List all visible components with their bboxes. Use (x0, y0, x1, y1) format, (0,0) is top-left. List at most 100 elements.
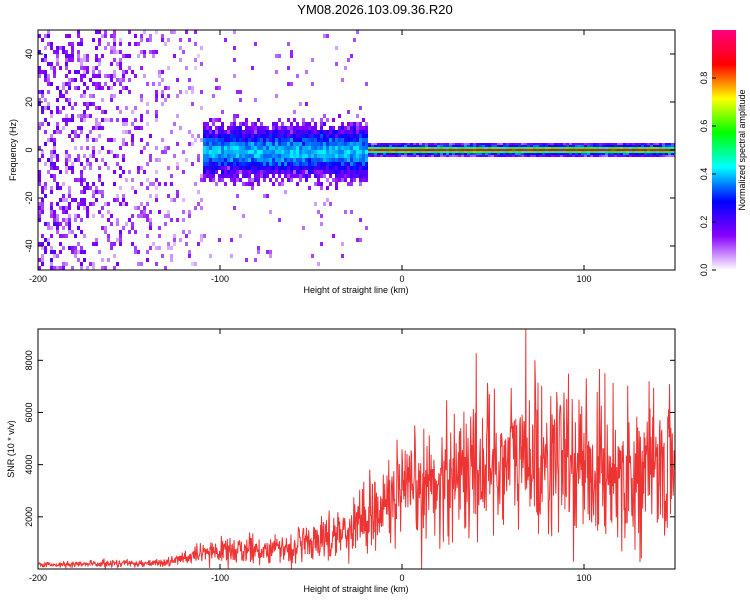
heatmap-cell (269, 254, 272, 258)
heatmap-cell (263, 150, 266, 154)
heatmap-cell (248, 174, 251, 178)
heatmap-cell (275, 122, 278, 126)
heatmap-cell (656, 155, 659, 157)
heatmap-cell (608, 149, 611, 151)
heatmap-cell (299, 130, 302, 134)
heatmap-cell (545, 145, 548, 147)
heatmap-cell (359, 174, 362, 178)
heatmap-cell (209, 162, 212, 166)
heatmap-cell (335, 62, 338, 66)
heatmap-cell (194, 262, 197, 266)
heatmap-cell (41, 94, 44, 98)
heatmap-cell (485, 145, 488, 147)
heatmap-cell (62, 106, 65, 110)
heatmap-cell (119, 238, 122, 242)
heatmap-cell (272, 166, 275, 170)
heatmap-cell (101, 214, 104, 218)
heatmap-cell (128, 170, 131, 174)
heatmap-cell (278, 218, 281, 222)
heatmap-cell (278, 150, 281, 154)
heatmap-cell (413, 151, 416, 153)
heatmap-cell (323, 34, 326, 38)
heatmap-cell (287, 178, 290, 182)
heatmap-cell (275, 170, 278, 174)
heatmap-cell (545, 147, 548, 149)
heatmap-cell (374, 149, 377, 151)
heatmap-cell (275, 142, 278, 146)
heatmap-cell (419, 149, 422, 151)
heatmap-cell (38, 218, 41, 222)
heatmap-cell (260, 158, 263, 162)
heatmap-cell (77, 42, 80, 46)
heatmap-cell (161, 138, 164, 142)
heatmap-cell (596, 151, 599, 153)
heatmap-cell (215, 158, 218, 162)
heatmap-cell (668, 147, 671, 149)
heatmap-cell (314, 162, 317, 166)
heatmap-cell (323, 162, 326, 166)
heatmap-cell (176, 190, 179, 194)
heatmap-cell (212, 170, 215, 174)
heatmap-cell (368, 153, 371, 155)
heatmap-cell (407, 145, 410, 147)
heatmap-cell (257, 182, 260, 186)
heatmap-cell (557, 155, 560, 157)
heatmap-cell (641, 145, 644, 147)
heatmap-cell (50, 250, 53, 254)
heatmap-cell (155, 246, 158, 250)
heatmap-cell (557, 149, 560, 151)
heatmap-cell (374, 143, 377, 145)
heatmap-cell (290, 146, 293, 150)
heatmap-cell (380, 151, 383, 153)
heatmap-cell (401, 145, 404, 147)
heatmap-cell (497, 151, 500, 153)
heatmap-cell (428, 143, 431, 145)
heatmap-cell (53, 218, 56, 222)
heatmap-cell (575, 149, 578, 151)
heatmap-cell (629, 143, 632, 145)
heatmap-cell (566, 145, 569, 147)
heatmap-cell (638, 151, 641, 153)
heatmap-cell (128, 130, 131, 134)
heatmap-cell (275, 166, 278, 170)
heatmap-cell (323, 146, 326, 150)
heatmap-cell (251, 134, 254, 138)
snr-y-label: SNR (10 * v/v) (6, 420, 16, 478)
heatmap-cell (101, 146, 104, 150)
heatmap-cell (224, 142, 227, 146)
heatmap-cell (338, 154, 341, 158)
heatmap-cell (41, 234, 44, 238)
heatmap-cell (71, 230, 74, 234)
heatmap-cell (656, 153, 659, 155)
heatmap-cell (98, 70, 101, 74)
heatmap-cell (629, 147, 632, 149)
heatmap-cell (437, 153, 440, 155)
heatmap-cell (389, 151, 392, 153)
heatmap-cell (446, 153, 449, 155)
heatmap-cell (206, 146, 209, 150)
heatmap-cell (317, 182, 320, 186)
heatmap-cell (362, 134, 365, 138)
heatmap-cell (242, 166, 245, 170)
heatmap-cell (506, 155, 509, 157)
heatmap-cell (104, 46, 107, 50)
heatmap-cell (209, 166, 212, 170)
heatmap-cell (245, 258, 248, 262)
heatmap-cell (221, 126, 224, 130)
heatmap-cell (173, 238, 176, 242)
heatmap-cell (404, 143, 407, 145)
heatmap-cell (65, 154, 68, 158)
heatmap-cell (506, 151, 509, 153)
heatmap-cell (113, 34, 116, 38)
heatmap-cell (50, 214, 53, 218)
heatmap-cell (440, 149, 443, 151)
heatmap-cell (233, 178, 236, 182)
heatmap-cell (122, 142, 125, 146)
heatmap-cell (260, 126, 263, 130)
heatmap-cell (413, 143, 416, 145)
heatmap-cell (113, 242, 116, 246)
heatmap-cell (317, 142, 320, 146)
heatmap-cell (551, 153, 554, 155)
heatmap-cell (416, 149, 419, 151)
heatmap-cell (95, 186, 98, 190)
